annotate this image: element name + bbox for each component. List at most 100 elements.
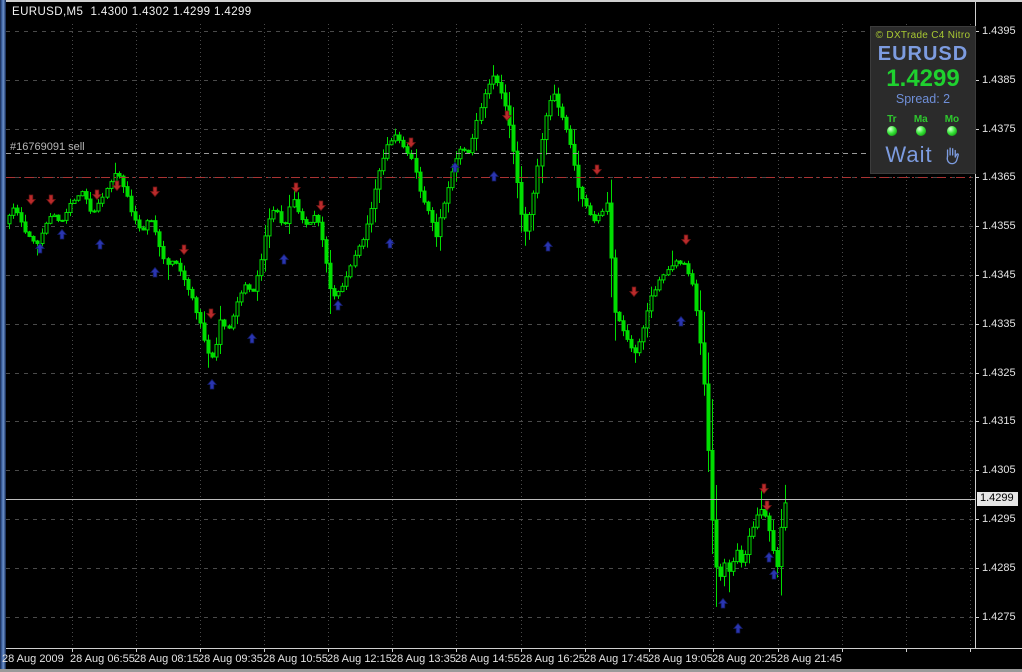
candle	[377, 168, 382, 203]
panel-title: © DXTrade C4 Nitro	[875, 30, 971, 41]
candle	[759, 489, 764, 519]
candle	[263, 225, 268, 272]
time-axis-label: 28 Aug 08:15	[134, 653, 199, 665]
candle	[202, 311, 207, 343]
candle	[479, 102, 484, 125]
candle	[678, 259, 683, 266]
candle	[666, 266, 671, 276]
candle	[625, 324, 630, 342]
candle	[596, 212, 601, 224]
candle	[430, 207, 435, 232]
candle	[287, 194, 292, 235]
candle	[328, 250, 333, 315]
time-axis-label: 28 Aug 21:45	[777, 653, 842, 665]
candle	[48, 213, 53, 225]
candle	[409, 149, 414, 161]
candle	[109, 179, 114, 193]
candle	[19, 207, 24, 227]
panel-spread: Spread: 2	[895, 92, 951, 106]
candle	[369, 201, 374, 233]
candle	[361, 237, 366, 250]
candle	[96, 199, 101, 213]
candle	[775, 546, 780, 578]
candle	[157, 229, 162, 257]
candle	[198, 309, 203, 328]
candle	[353, 250, 358, 268]
time-axis-label: 28 Aug 09:35	[198, 653, 263, 665]
candle	[300, 208, 305, 224]
candle	[735, 543, 740, 564]
candle	[222, 318, 227, 330]
sell-arrow-icon	[405, 137, 417, 149]
time-axis-label: 28 Aug 2009	[2, 653, 64, 665]
candle	[714, 485, 719, 607]
candle	[182, 265, 187, 286]
candle	[633, 344, 638, 363]
sell-arrow-icon	[290, 182, 302, 194]
price-axis-label: 1.4305	[982, 464, 1016, 477]
candle	[600, 208, 605, 217]
sell-arrow-icon	[149, 186, 161, 198]
candle	[332, 285, 337, 300]
candle	[178, 258, 183, 277]
candle	[698, 290, 703, 355]
signal-ma: Ma	[914, 114, 928, 136]
candle	[40, 228, 45, 249]
candle	[381, 149, 386, 175]
candle	[80, 190, 85, 197]
window-frame-bottom	[0, 669, 1022, 672]
candle	[568, 125, 573, 149]
candles-layer	[7, 65, 788, 607]
buy-arrow-icon	[768, 568, 780, 580]
sell-order-label[interactable]: #16769091 sell	[10, 141, 85, 153]
candle	[68, 198, 73, 217]
candle	[23, 214, 28, 234]
candle	[531, 190, 536, 231]
buy-arrow-icon	[384, 237, 396, 249]
time-axis-label: 28 Aug 19:05	[648, 653, 713, 665]
candle	[385, 136, 390, 161]
candle	[267, 208, 272, 249]
price-axis-label: 1.4385	[982, 73, 1016, 86]
candle	[731, 557, 736, 576]
candle	[170, 260, 175, 267]
price-axis-label: 1.4285	[982, 561, 1016, 574]
candle	[499, 74, 504, 100]
candle	[357, 244, 362, 258]
candle	[308, 221, 313, 225]
candle	[544, 112, 549, 155]
candle	[129, 189, 134, 217]
price-axis-label: 1.4395	[982, 25, 1016, 37]
sell-arrow-icon	[761, 500, 773, 512]
candle	[511, 107, 516, 165]
time-axis-label: 28 Aug 20:25	[712, 653, 777, 665]
sell-arrow-icon	[628, 286, 640, 298]
candle	[344, 271, 349, 290]
candle	[495, 74, 500, 87]
candle	[621, 315, 626, 337]
candle	[414, 149, 419, 179]
candle	[580, 185, 585, 207]
candle	[474, 112, 479, 151]
arrows-layer	[25, 110, 780, 634]
price-axis-label: 1.4315	[982, 415, 1016, 428]
candle	[649, 286, 654, 319]
candle	[312, 210, 317, 226]
candle	[686, 260, 691, 277]
buy-arrow-icon	[56, 228, 68, 240]
sell-arrow-icon	[680, 234, 692, 246]
buy-arrow-icon	[717, 597, 729, 609]
candle	[275, 208, 280, 214]
candle	[72, 198, 77, 204]
sell-arrow-icon	[111, 180, 123, 192]
candle	[340, 282, 345, 293]
sell-arrow-icon	[501, 110, 513, 122]
candle	[145, 219, 150, 235]
candle	[92, 209, 97, 213]
candle	[218, 305, 223, 354]
candle	[605, 192, 610, 215]
candle	[442, 201, 447, 220]
candle	[7, 213, 12, 230]
buy-arrow-icon	[675, 315, 687, 327]
